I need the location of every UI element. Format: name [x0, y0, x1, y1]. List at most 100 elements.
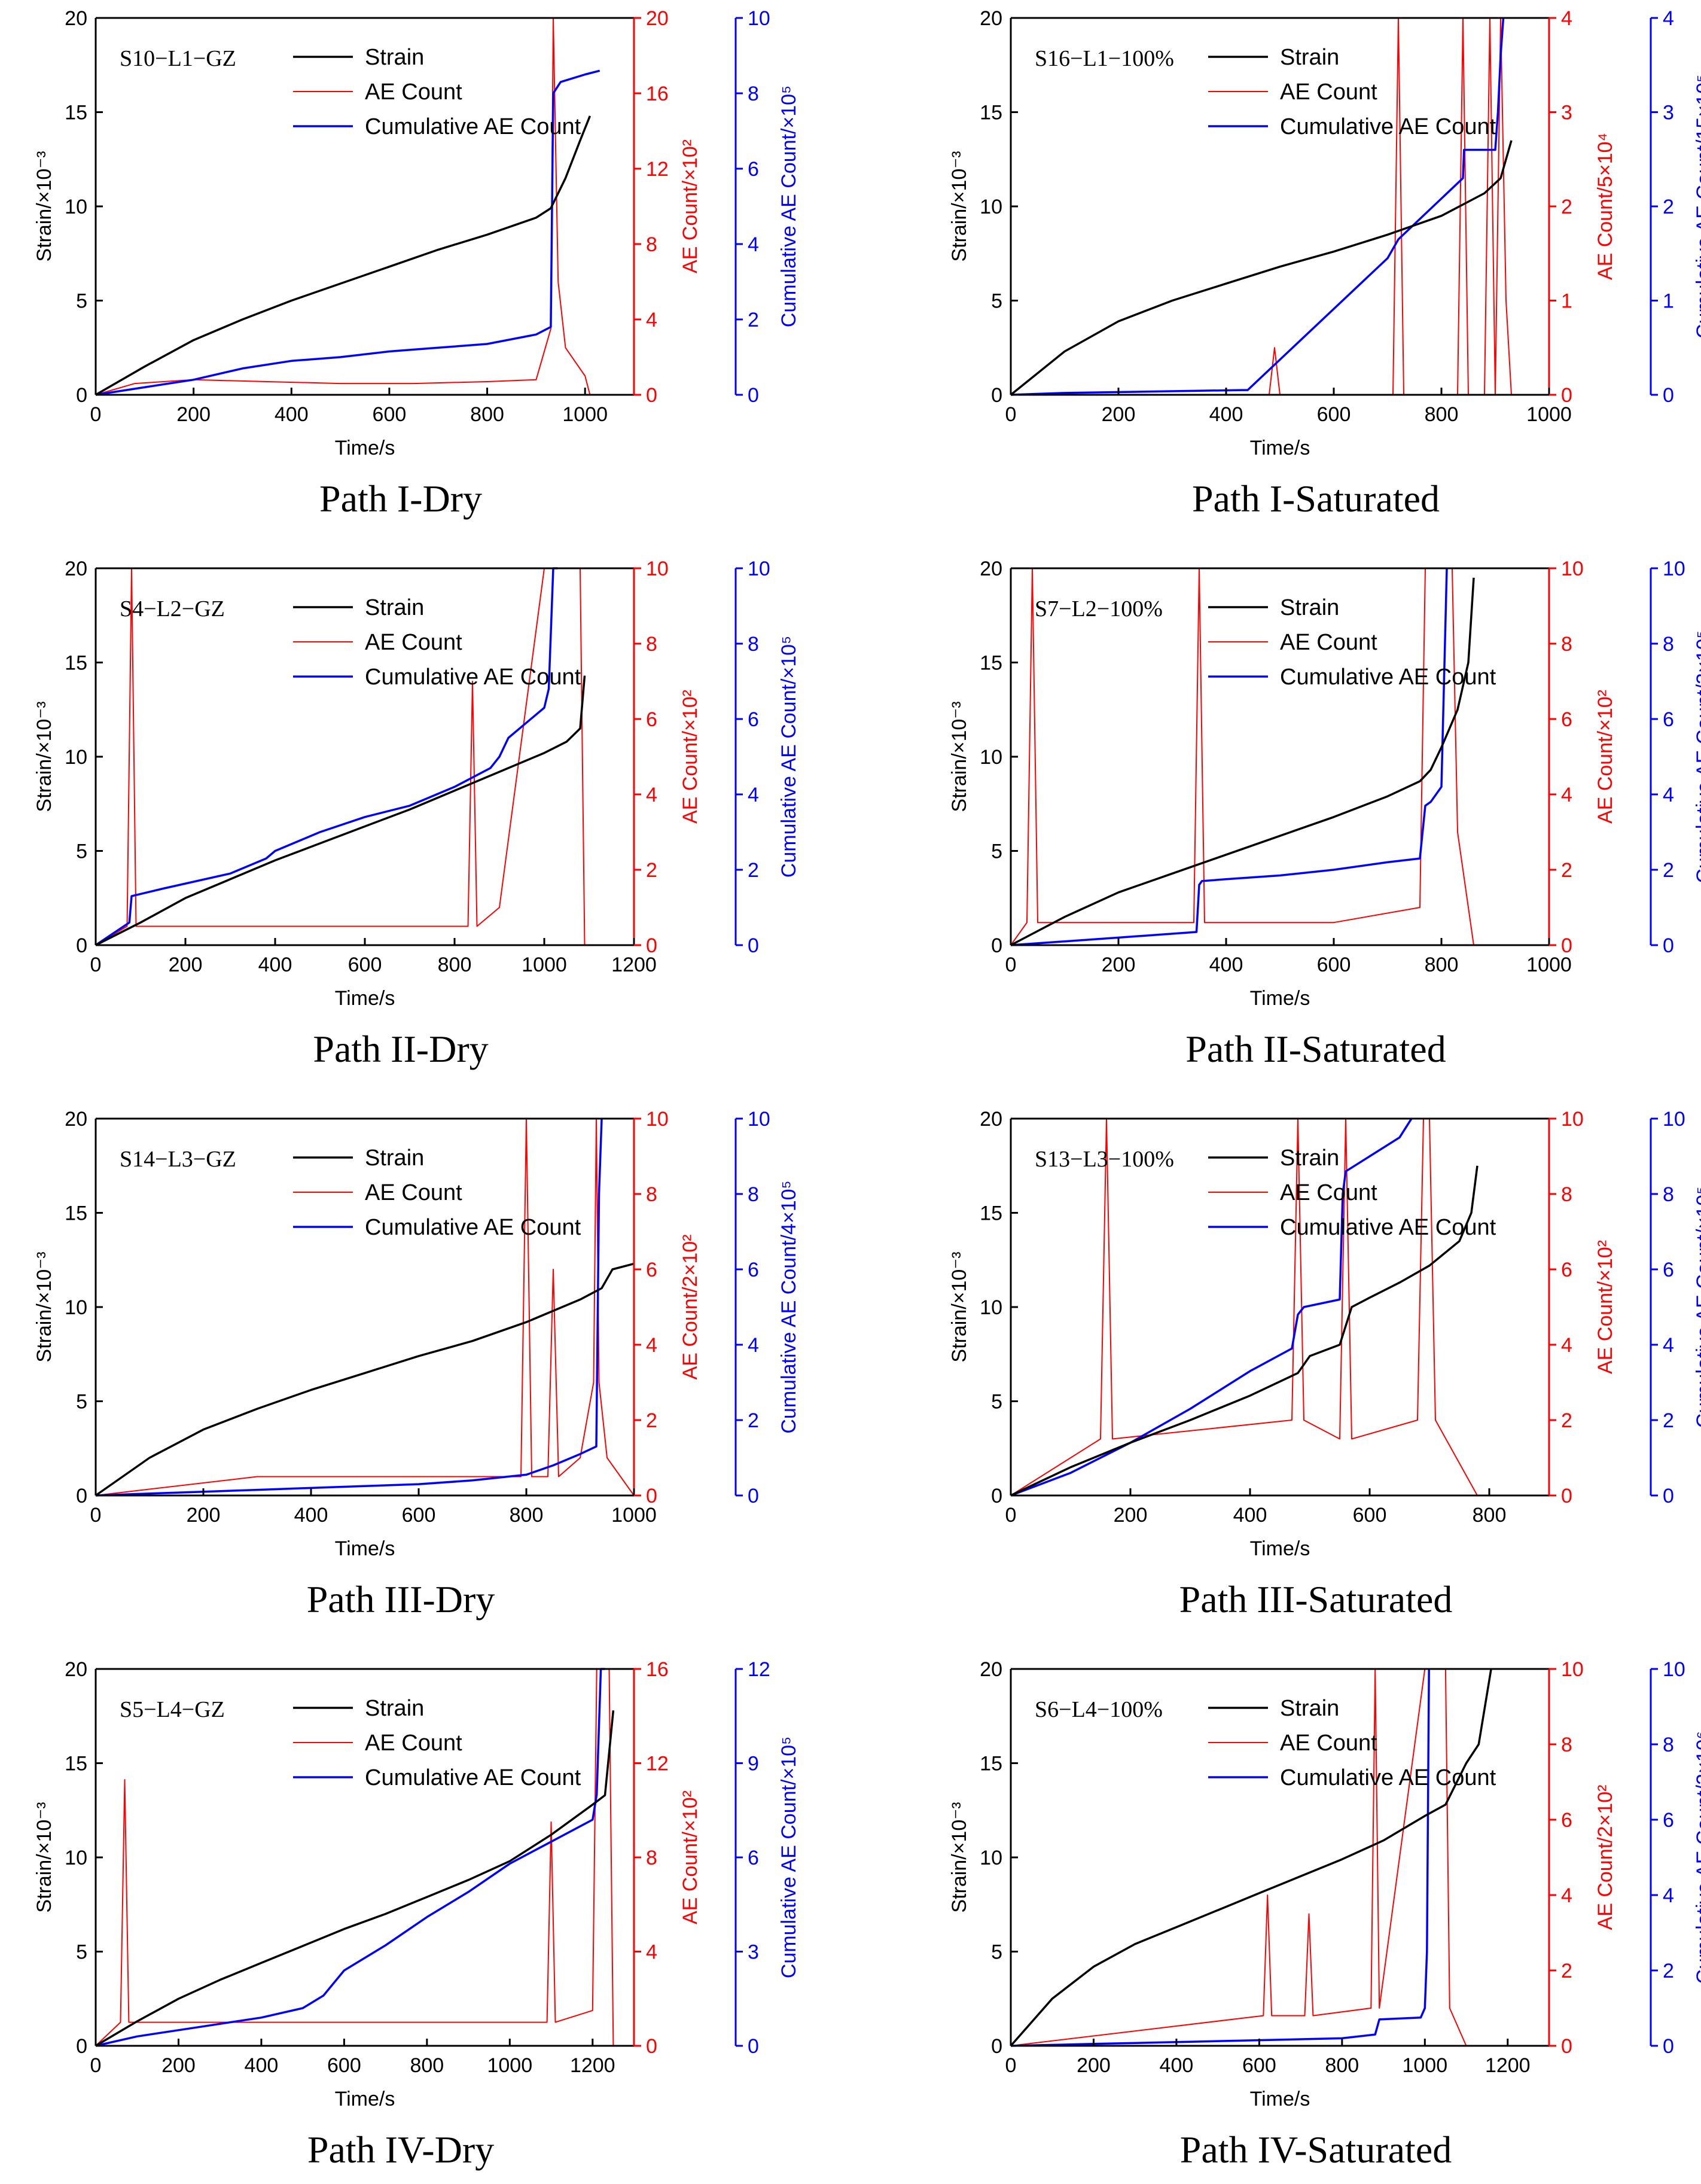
y3-tick-label: 8 [748, 83, 759, 105]
y3-tick-label: 6 [748, 1259, 759, 1281]
series-line-cumulative-ae-count [95, 1118, 603, 1497]
sample-id-label: S7−L2−100% [1035, 596, 1163, 622]
y3-tick-label: 0 [1663, 1485, 1674, 1507]
x-tick-label: 400 [1209, 954, 1243, 976]
y1-tick-label: 20 [65, 7, 87, 30]
y1-tick-label: 10 [980, 196, 1002, 218]
x-tick-label: 800 [1425, 403, 1459, 426]
x-tick-label: 200 [1102, 403, 1136, 426]
x-tick-label: 1200 [611, 954, 657, 976]
series-line-cumulative-ae-count [1010, 17, 1505, 396]
y3-tick-label: 3 [1663, 102, 1674, 124]
x-tick-label: 0 [90, 403, 102, 426]
x-tick-label: 0 [1005, 403, 1017, 426]
x-tick-label: 1200 [1485, 2054, 1531, 2077]
legend-label: AE Count [1280, 80, 1377, 105]
sample-id-label: S16−L1−100% [1035, 46, 1174, 71]
legend-label: AE Count [365, 1180, 462, 1205]
x-tick-label: 400 [294, 1504, 328, 1527]
series-line-strain [94, 1262, 635, 1497]
y3-tick-label: 0 [748, 1485, 759, 1507]
y2-tick-label: 4 [1561, 1884, 1572, 1907]
y3-tick-label: 4 [1663, 7, 1674, 30]
legend-label: Strain [365, 595, 424, 620]
x-axis-label: Time/s [1250, 1537, 1310, 1560]
legend-label: AE Count [1280, 1180, 1377, 1205]
series-line-strain [1010, 1165, 1479, 1497]
legend-label: AE Count [365, 80, 462, 105]
x-tick-label: 600 [1353, 1504, 1387, 1527]
x-tick-label: 600 [373, 403, 407, 426]
y1-tick-label: 15 [65, 1753, 87, 1775]
y1-tick-label: 5 [76, 290, 87, 313]
y1-tick-label: 15 [65, 1202, 87, 1225]
y3-tick-label: 2 [748, 859, 759, 882]
sample-id-label: S14−L3−GZ [120, 1147, 236, 1172]
y1-tick-label: 20 [980, 1658, 1002, 1681]
y2-tick-label: 10 [646, 558, 669, 580]
y3-axis-label: Cumulative AE Count/×10⁵ [1693, 1186, 1701, 1428]
y3-tick-label: 8 [1663, 1183, 1674, 1206]
panel-caption: Path IV-Saturated [1180, 2128, 1452, 2171]
legend-label: AE Count [1280, 630, 1377, 655]
y1-tick-label: 15 [980, 652, 1002, 675]
series-line-strain [95, 115, 592, 396]
series-line-ae-count [1010, 1668, 1467, 2046]
y2-axis-label: AE Count/×10² [679, 1790, 702, 1924]
series-line-cumulative-ae-count [1010, 1118, 1413, 1497]
y1-tick-label: 10 [65, 1847, 87, 1869]
sample-id-label: S13−L3−100% [1035, 1147, 1174, 1172]
y1-tick-label: 15 [65, 652, 87, 675]
x-tick-label: 200 [176, 403, 211, 426]
y3-axis-label: Cumulative AE Count/3×10⁵ [1693, 630, 1701, 883]
x-tick-label: 400 [245, 2054, 279, 2077]
y1-axis-label: Strain/×10⁻³ [948, 151, 971, 261]
y1-tick-label: 20 [980, 558, 1002, 580]
y2-tick-label: 6 [646, 708, 657, 731]
y3-tick-label: 8 [1663, 1734, 1674, 1756]
y3-tick-label: 10 [748, 7, 770, 30]
y1-tick-label: 15 [980, 1202, 1002, 1225]
y1-tick-label: 5 [76, 840, 87, 863]
y3-tick-label: 4 [748, 1334, 759, 1357]
series-group [95, 567, 586, 946]
y1-tick-label: 0 [76, 1485, 87, 1507]
y1-tick-label: 20 [65, 1108, 87, 1131]
y2-tick-label: 6 [1561, 1809, 1572, 1832]
y1-tick-label: 0 [76, 384, 87, 407]
x-axis-label: Time/s [335, 2088, 395, 2110]
y1-tick-label: 15 [65, 102, 87, 124]
chart-panel-h: 0 200 400 600 800 1000 12000510152002468100246… [948, 1658, 1701, 2171]
y3-tick-label: 4 [748, 784, 759, 806]
series-line-strain [95, 675, 586, 946]
y3-tick-label: 0 [748, 384, 759, 407]
x-tick-label: 800 [1473, 1504, 1507, 1527]
y1-tick-label: 0 [76, 934, 87, 957]
y2-tick-label: 12 [646, 1753, 669, 1775]
y3-tick-label: 2 [1663, 859, 1674, 882]
y2-tick-label: 0 [646, 934, 657, 957]
y2-tick-label: 4 [646, 784, 657, 806]
y1-tick-label: 0 [991, 2035, 1002, 2058]
panel-caption: Path I-Dry [319, 477, 482, 520]
x-tick-label: 600 [402, 1504, 436, 1527]
legend-label: Strain [365, 45, 424, 70]
y2-tick-label: 0 [646, 2035, 657, 2058]
y3-tick-label: 3 [748, 1941, 759, 1964]
y3-tick-label: 6 [1663, 708, 1674, 731]
y1-tick-label: 5 [991, 1941, 1002, 1964]
y2-axis-label: AE Count/×10² [679, 139, 702, 273]
x-tick-label: 400 [1209, 403, 1243, 426]
y3-tick-label: 10 [748, 1108, 770, 1131]
y1-axis-label: Strain/×10⁻³ [33, 1251, 56, 1362]
x-tick-label: 600 [1317, 954, 1351, 976]
y3-tick-label: 4 [748, 233, 759, 256]
y2-axis-label: AE Count/×10² [1594, 1240, 1617, 1374]
x-tick-label: 0 [1005, 2054, 1017, 2077]
y1-axis-label: Strain/×10⁻³ [948, 701, 971, 812]
y2-tick-label: 3 [1561, 102, 1572, 124]
y2-tick-label: 4 [1561, 1334, 1572, 1357]
x-tick-label: 600 [1317, 403, 1351, 426]
x-tick-label: 200 [1077, 2054, 1111, 2077]
